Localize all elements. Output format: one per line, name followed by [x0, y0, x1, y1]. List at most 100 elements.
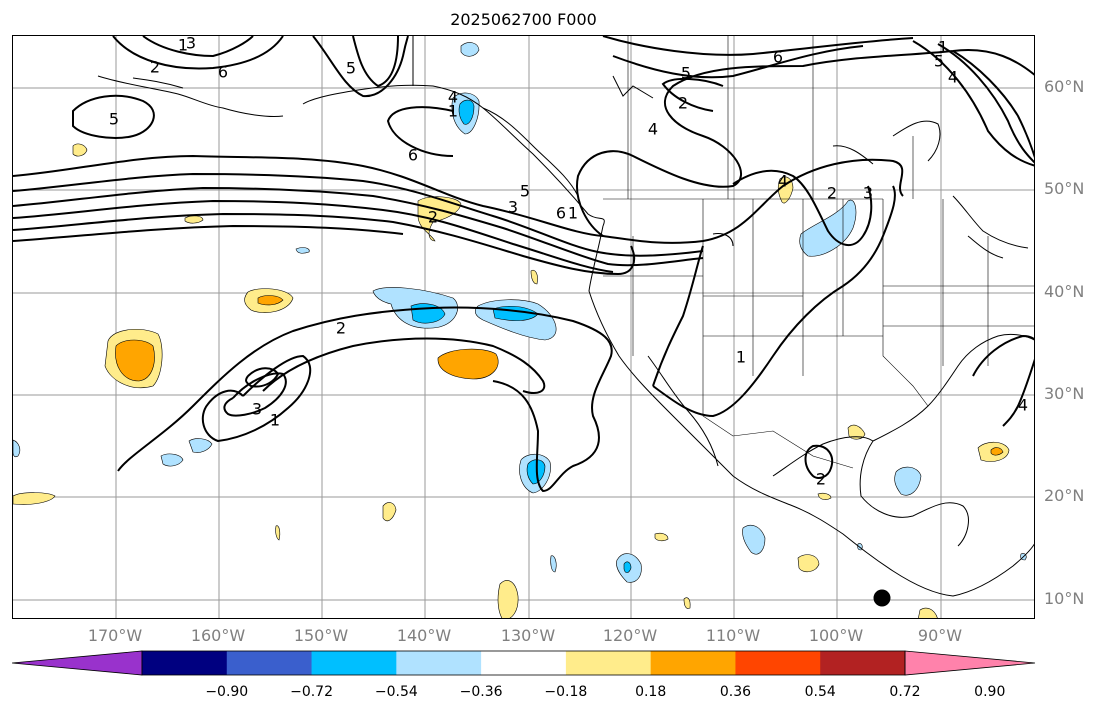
fill-orange	[257, 295, 284, 306]
contour-label: 1	[448, 102, 458, 121]
contour-label: 4	[948, 68, 958, 87]
fill-light-blue	[742, 525, 766, 555]
colorbar-extension-low	[12, 650, 143, 676]
longitude-label: 110°W	[705, 626, 761, 645]
longitude-label: 170°W	[87, 626, 143, 645]
contour-label: 2	[816, 470, 826, 489]
colorbar-tick-label: 0.18	[635, 684, 667, 700]
fill-yellow	[683, 597, 691, 609]
latitude-label: 60°N	[1044, 77, 1085, 96]
colorbar-segment	[142, 651, 228, 675]
fill-yellow	[497, 580, 519, 618]
colorbar-tick-label: 0.72	[889, 684, 921, 700]
contour-label: 4	[448, 88, 458, 107]
graticule	[13, 36, 1034, 618]
colorbar-tick-label: −0.18	[544, 684, 588, 700]
contour-label: 1	[568, 204, 578, 223]
fill-yellow	[184, 215, 204, 224]
contour-label: 1	[178, 36, 188, 55]
latitude-label: 40°N	[1044, 282, 1085, 301]
colorbar-segment	[735, 651, 821, 675]
fill-yellow	[530, 269, 538, 285]
longitude-label: 160°W	[190, 626, 246, 645]
fill-light-blue	[13, 439, 21, 458]
fill-light-blue	[799, 199, 857, 257]
contour-label: 6	[556, 204, 566, 223]
contour-lines	[13, 36, 1034, 493]
contour-label: 1	[938, 38, 948, 57]
colorbar-extension-high	[904, 650, 1036, 676]
contour-label: 1	[270, 411, 280, 430]
fill-orange	[437, 348, 499, 380]
latitude-label: 20°N	[1044, 486, 1085, 505]
fill-yellow	[654, 532, 669, 542]
political-borders	[603, 36, 1034, 469]
contour-label: 2	[428, 208, 438, 227]
colorbar-outline	[141, 650, 906, 676]
longitude-label: 120°W	[602, 626, 658, 645]
fill-orange	[115, 339, 155, 382]
fill-light-blue	[894, 466, 922, 496]
contour-label: 2	[336, 319, 346, 338]
colorbar-tick-label: −0.36	[459, 684, 503, 700]
shaded-regions	[13, 42, 1027, 618]
contour-label: 4	[1018, 396, 1028, 415]
contour-label: 3	[863, 184, 873, 203]
fill-light-blue	[550, 555, 557, 573]
contour-label: 4	[778, 172, 788, 191]
contour-label: 6	[218, 63, 228, 82]
colorbar-tick-label: −0.90	[205, 684, 249, 700]
fill-yellow	[918, 607, 938, 618]
fill-yellow	[382, 502, 397, 522]
contour-label: 5	[934, 52, 944, 71]
contour-label: 3	[186, 36, 196, 53]
contour-label: 1	[736, 348, 746, 367]
colorbar-tick-label: 0.90	[974, 684, 1006, 700]
colorbar-tick-label: −0.72	[290, 684, 333, 700]
latitude-label: 50°N	[1044, 179, 1085, 198]
contour-label: 2	[678, 94, 688, 113]
contour-label: 6	[773, 48, 783, 67]
map-title: 2025062700 F000	[450, 10, 597, 29]
coastlines	[97, 36, 1034, 597]
fill-yellow	[847, 424, 866, 440]
fill-light-blue	[160, 453, 184, 467]
fill-blue	[458, 99, 475, 125]
longitude-label: 130°W	[500, 626, 556, 645]
colorbar-tick-label: 0.36	[719, 684, 752, 700]
fill-orange	[990, 447, 1004, 456]
contour-label: 2	[827, 184, 837, 203]
longitude-label: 140°W	[396, 626, 452, 645]
latitude-label: 10°N	[1044, 589, 1085, 608]
contour-label: 5	[681, 64, 691, 83]
contour-label: 5	[109, 110, 119, 129]
fill-blue	[623, 561, 632, 573]
contour-label: 3	[508, 198, 518, 217]
colorbar-segment	[650, 651, 736, 675]
fill-light-blue	[460, 42, 480, 57]
contour-label: 6	[408, 146, 418, 165]
fill-yellow	[72, 143, 88, 157]
latitude-label: 30°N	[1044, 384, 1085, 403]
colorbar	[12, 650, 1036, 676]
colorbar-tick-label: 0.54	[804, 684, 836, 700]
fill-light-blue	[188, 438, 213, 453]
fill-yellow	[817, 492, 832, 500]
fill-yellow	[797, 554, 820, 573]
fill-yellow	[13, 492, 56, 505]
colorbar-segment	[311, 651, 397, 675]
colorbar-segment	[565, 651, 652, 675]
longitude-label: 150°W	[293, 626, 349, 645]
fill-light-blue	[295, 247, 310, 254]
contour-label: 3	[252, 400, 262, 419]
contour-label: 5	[346, 59, 356, 78]
colorbar-segment	[396, 651, 482, 675]
longitude-label: 100°W	[808, 626, 864, 645]
colorbar-segment	[226, 651, 313, 675]
station-marker	[873, 589, 891, 607]
contour-label: 4	[648, 120, 658, 139]
contour-label: 5	[520, 182, 530, 201]
